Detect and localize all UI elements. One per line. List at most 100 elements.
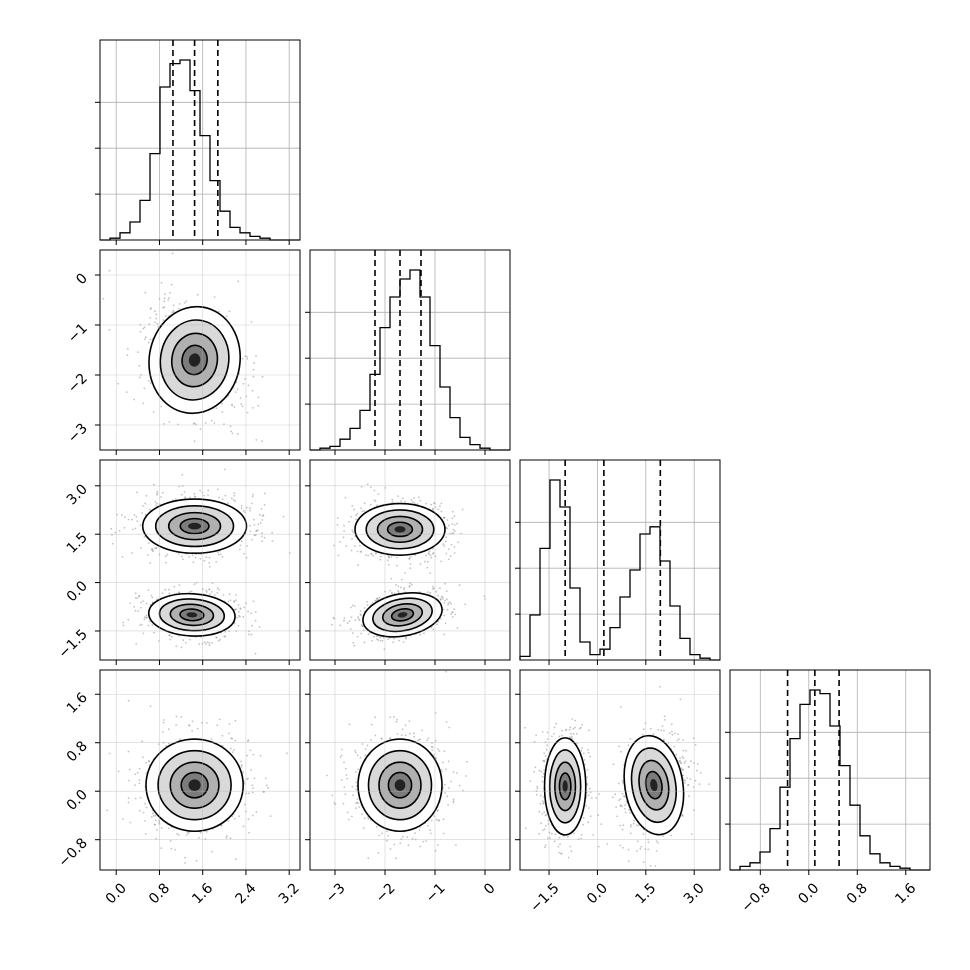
scatter-point bbox=[443, 545, 446, 547]
scatter-point bbox=[134, 773, 137, 776]
scatter-point bbox=[145, 806, 148, 809]
scatter-point bbox=[351, 529, 354, 532]
scatter-point bbox=[419, 499, 422, 502]
scatter-point bbox=[231, 404, 234, 407]
scatter-point bbox=[458, 784, 461, 787]
scatter-point bbox=[355, 788, 357, 791]
scatter-point bbox=[242, 382, 245, 385]
scatter-point bbox=[232, 499, 235, 501]
scatter-point bbox=[357, 618, 360, 620]
scatter-point bbox=[361, 813, 363, 816]
scatter-point bbox=[237, 624, 240, 627]
scatter-point bbox=[151, 624, 154, 626]
density-peak bbox=[188, 779, 201, 791]
scatter-point bbox=[353, 644, 356, 647]
scatter-point bbox=[224, 468, 227, 471]
scatter-point bbox=[131, 552, 133, 554]
scatter-point bbox=[391, 498, 394, 501]
scatter-point bbox=[432, 628, 435, 631]
scatter-point bbox=[443, 602, 446, 604]
scatter-point bbox=[153, 631, 156, 634]
scatter-point bbox=[405, 636, 407, 639]
density-peak bbox=[188, 353, 201, 367]
scatter-point bbox=[419, 738, 422, 741]
scatter-point bbox=[261, 375, 264, 378]
scatter-point bbox=[406, 836, 409, 838]
scatter-point bbox=[218, 718, 221, 721]
scatter-point bbox=[382, 636, 385, 639]
scatter-point bbox=[393, 637, 395, 640]
scatter-point bbox=[233, 748, 235, 751]
scatter-point bbox=[181, 473, 184, 476]
scatter-point bbox=[151, 549, 154, 552]
scatter-point bbox=[167, 827, 170, 830]
scatter-point bbox=[359, 610, 362, 612]
scatter-point bbox=[369, 503, 372, 506]
scatter-point bbox=[326, 774, 328, 777]
panel-frame bbox=[309, 669, 511, 871]
scatter-point bbox=[234, 608, 237, 611]
scatter-point bbox=[342, 802, 345, 805]
density-peak bbox=[188, 522, 202, 530]
scatter-point bbox=[447, 760, 450, 763]
scatter-point bbox=[446, 598, 448, 601]
scatter-point bbox=[173, 585, 176, 588]
scatter-point bbox=[108, 269, 111, 272]
scatter-point bbox=[241, 764, 243, 766]
scatter-point bbox=[574, 719, 577, 722]
scatter-point bbox=[538, 769, 541, 772]
scatter-point bbox=[428, 550, 431, 553]
scatter-point bbox=[128, 779, 130, 782]
scatter-point bbox=[136, 491, 138, 494]
scatter-point bbox=[227, 502, 229, 505]
scatter-point bbox=[443, 750, 446, 753]
scatter-point bbox=[439, 587, 441, 590]
panel-frame bbox=[309, 249, 511, 451]
scatter-point bbox=[213, 422, 216, 424]
scatter-point bbox=[216, 724, 219, 727]
scatter-point bbox=[395, 857, 397, 860]
scatter-point bbox=[237, 433, 239, 435]
scatter-point bbox=[419, 633, 422, 636]
scatter-point bbox=[170, 635, 173, 638]
scatter-point bbox=[178, 584, 181, 586]
scatter-point bbox=[241, 405, 244, 408]
scatter-point bbox=[254, 611, 257, 613]
scatter-point bbox=[377, 639, 380, 641]
scatter-point bbox=[434, 739, 437, 742]
scatter-point bbox=[457, 541, 460, 544]
scatter-point bbox=[163, 306, 166, 309]
scatter-point bbox=[354, 619, 357, 622]
scatter-point bbox=[195, 859, 198, 862]
panel-frame bbox=[99, 39, 301, 241]
scatter-point bbox=[538, 810, 541, 813]
scatter-point bbox=[177, 553, 180, 555]
scatter-point bbox=[154, 547, 156, 550]
scatter-point bbox=[221, 555, 224, 558]
scatter-point bbox=[398, 639, 401, 642]
scatter-point bbox=[121, 556, 124, 558]
scatter-point bbox=[254, 652, 257, 655]
scatter-point bbox=[216, 636, 218, 639]
scatter-point bbox=[355, 802, 357, 804]
scatter-point bbox=[442, 761, 444, 764]
scatter-point bbox=[419, 845, 422, 848]
scatter-point bbox=[193, 440, 196, 443]
scatter-point bbox=[388, 637, 391, 639]
scatter-point bbox=[452, 528, 455, 531]
scatter-point bbox=[408, 732, 411, 735]
scatter-point bbox=[416, 503, 419, 505]
scatter-point bbox=[168, 742, 170, 745]
scatter-point bbox=[360, 551, 363, 553]
scatter-point bbox=[231, 751, 234, 753]
scatter-point bbox=[150, 548, 153, 551]
scatter-point bbox=[445, 526, 448, 529]
scatter-point bbox=[586, 748, 589, 751]
scatter-point bbox=[208, 566, 211, 568]
scatter-point bbox=[432, 508, 434, 511]
scatter-point bbox=[450, 543, 453, 546]
scatter-point bbox=[389, 716, 392, 719]
scatter-point bbox=[388, 556, 391, 559]
scatter-point bbox=[570, 732, 572, 735]
scatter-point bbox=[344, 496, 347, 499]
